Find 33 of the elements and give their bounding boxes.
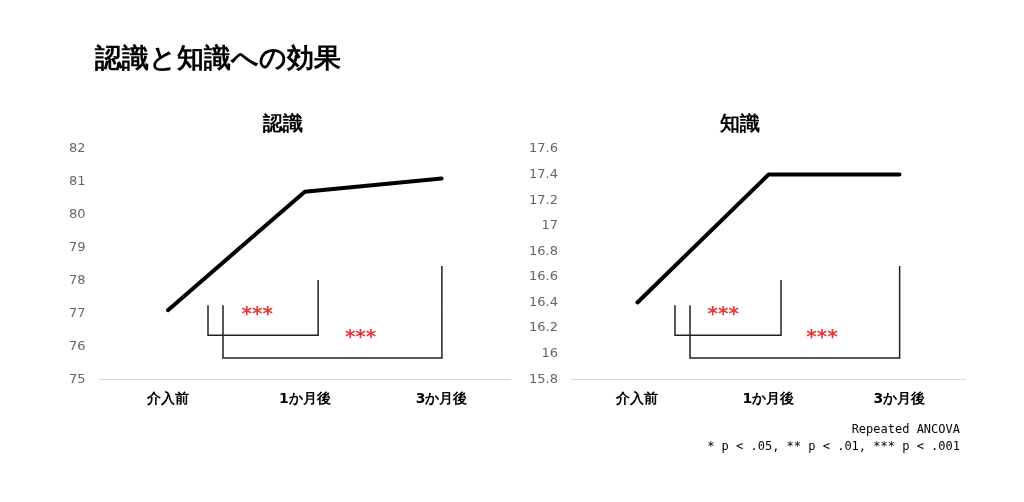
y-tick-label: 78 [69, 271, 86, 287]
x-tick-label: 介入前 [615, 390, 659, 407]
y-tick-label: 16.2 [528, 319, 558, 335]
y-tick-label: 80 [69, 206, 86, 222]
y-tick-label: 77 [69, 304, 86, 320]
x-tick-label: 1か月後 [278, 390, 331, 407]
chart-title: 認識と知識への効果 [95, 41, 341, 75]
y-tick-label: 15.8 [528, 370, 558, 386]
x-tick-label: 3か月後 [415, 390, 468, 407]
y-tick-label: 16.4 [528, 293, 558, 309]
chart-subtitle: 認識 [261, 111, 303, 136]
y-tick-label: 17.4 [528, 165, 558, 181]
y-tick-label: 81 [69, 173, 86, 189]
text: Repeated ANCOVA [851, 422, 960, 436]
y-tick-label: 16.6 [528, 268, 558, 284]
text: * p < .05, ** p < .01, *** p < .001 [707, 439, 960, 453]
y-tick-label: 75 [69, 370, 86, 386]
y-tick-label: 17 [541, 217, 558, 233]
y-tick-label: 79 [69, 239, 86, 255]
y-tick-label: 76 [69, 337, 86, 353]
annotation: *** [344, 324, 377, 349]
annotation: *** [707, 301, 739, 326]
annotation: *** [241, 301, 273, 326]
x-tick-label: 3か月後 [873, 390, 926, 407]
y-tick-label: 16 [541, 345, 558, 360]
y-tick-label: 16.8 [528, 242, 558, 258]
y-tick-label: 17.2 [528, 191, 558, 207]
chart-title: 知識 [719, 111, 760, 136]
y-tick-label: 17.6 [528, 140, 558, 156]
x-tick-label: 1か月後 [742, 390, 795, 407]
y-tick-label: 82 [69, 140, 86, 156]
x-tick-label: 介入前 [145, 390, 189, 407]
annotation: *** [806, 324, 838, 349]
